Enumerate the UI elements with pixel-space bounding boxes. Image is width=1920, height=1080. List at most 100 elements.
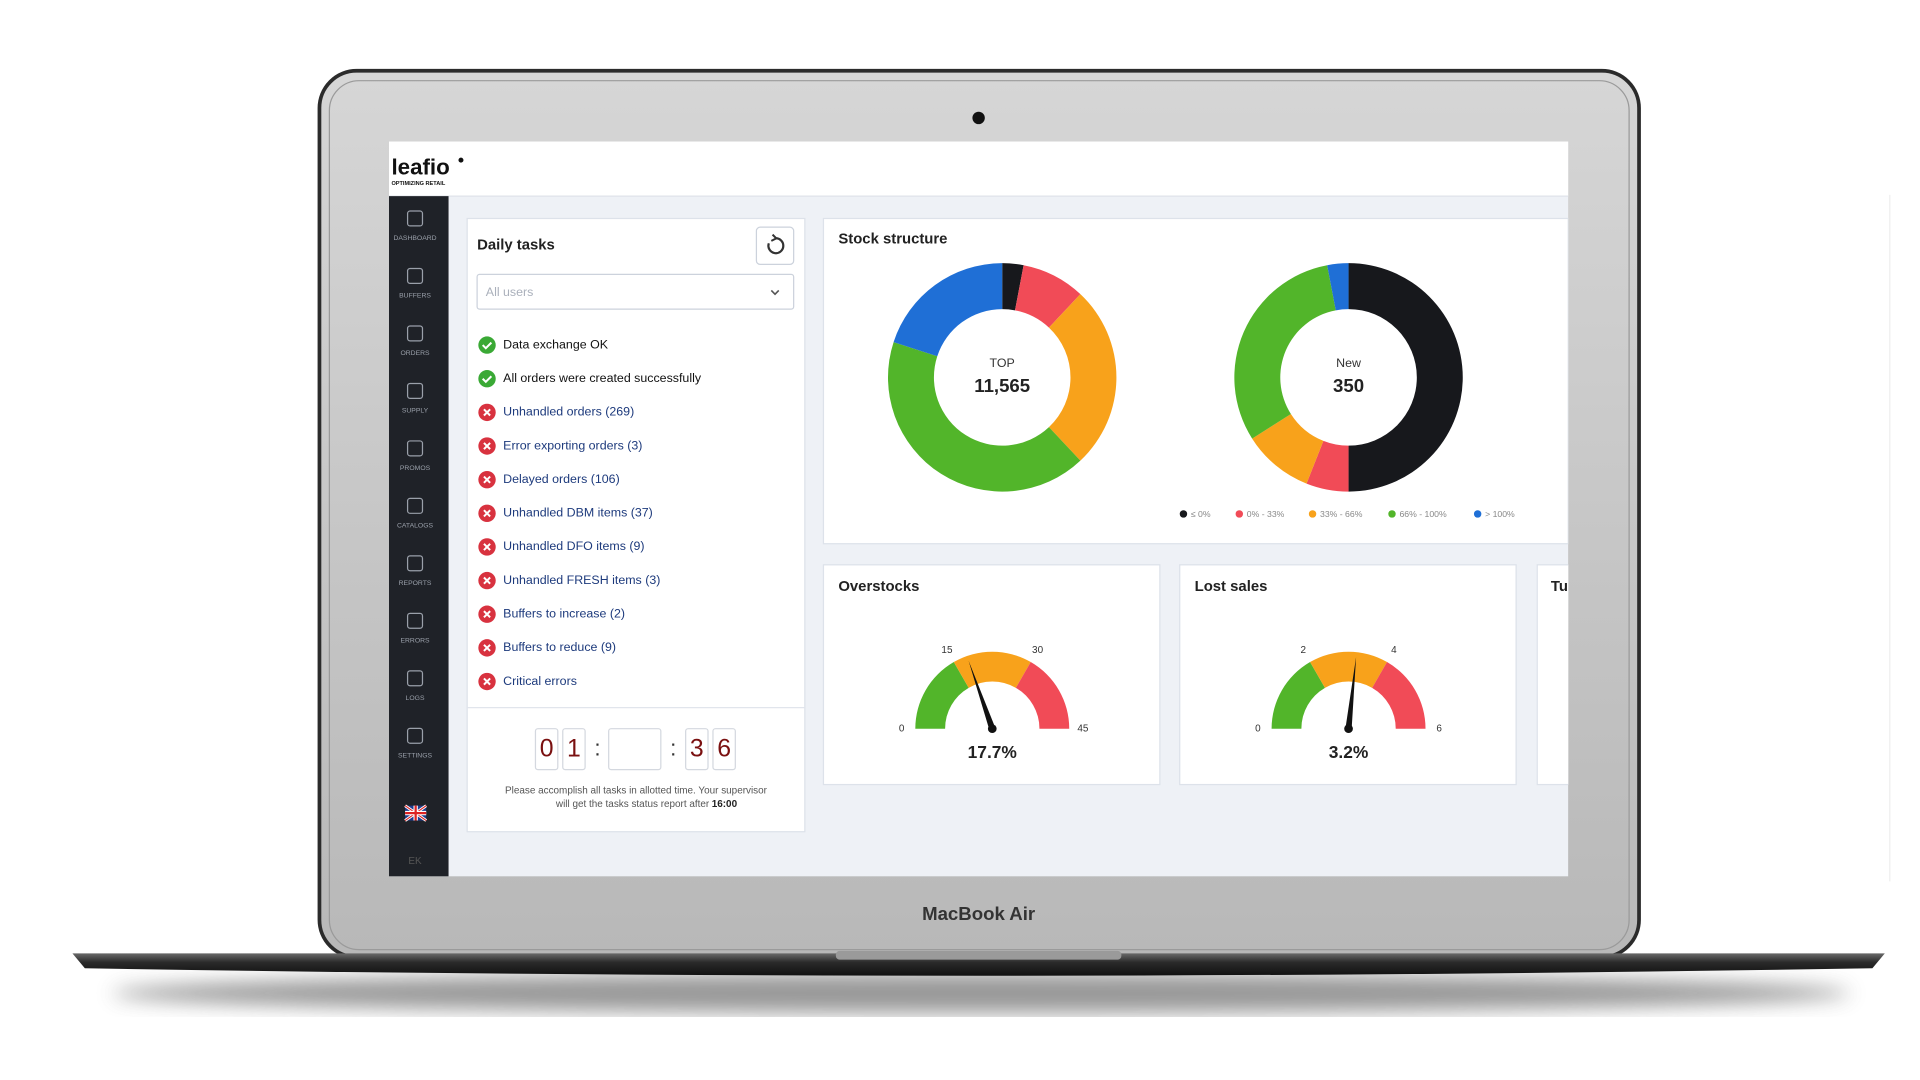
timer-box-hidden (608, 728, 662, 771)
timer-digit: 0 (540, 735, 554, 762)
sidebar-icon (406, 555, 424, 572)
task-text[interactable]: Buffers to increase (2) (503, 607, 625, 621)
legend-label: 33% - 66% (1320, 509, 1363, 519)
task-text[interactable]: Critical errors (503, 674, 577, 688)
sidebar-icon (406, 497, 424, 514)
sidebar-icon (406, 727, 424, 744)
legend-label: ≤ 0% (1191, 509, 1211, 519)
sidebar-label: DASHBOARD (393, 235, 436, 242)
sidebar-label: CATALOGS (397, 523, 434, 530)
status-icon (478, 336, 496, 354)
task-text[interactable]: Buffers to reduce (9) (503, 640, 616, 654)
timer-box (712, 728, 736, 771)
card-title: Overstocks (838, 579, 919, 595)
donut-segment (1348, 263, 1463, 492)
status-glyph (481, 375, 493, 384)
gauge-zone (1372, 662, 1426, 729)
sidebar-label: LOGS (406, 695, 425, 702)
sidebar-icon (406, 267, 424, 285)
gauge-zone (1310, 651, 1388, 688)
legend-dot (1179, 510, 1188, 518)
sidebar-item[interactable]: PROMOS (400, 440, 431, 472)
logo[interactable]: leafio (391, 155, 449, 180)
timer-box (685, 728, 709, 771)
task-text[interactable]: Delayed orders (106) (503, 472, 620, 486)
gauge-tick-label: 0 (1255, 723, 1261, 734)
status-glyph (483, 408, 491, 417)
task-text[interactable]: Unhandled orders (269) (503, 405, 634, 419)
donut-center (940, 315, 1065, 440)
donut-label: New (1336, 356, 1361, 370)
screen: leafio OPTIMIZING RETAIL EK Daily tasks … (388, 141, 1569, 877)
timer-digit: 3 (690, 735, 704, 762)
sidebar-label: PROMOS (400, 465, 431, 472)
sidebar-icon (406, 612, 424, 629)
legend-dot (1235, 510, 1244, 518)
filter-placeholder: All users (486, 285, 534, 299)
flag[interactable] (404, 804, 428, 822)
legend-label: 0% - 33% (1247, 509, 1285, 519)
header (388, 141, 1569, 197)
legend-dot (1388, 510, 1396, 518)
sidebar-item[interactable]: SETTINGS (398, 727, 433, 759)
status-glyph (483, 610, 491, 619)
sidebar-item[interactable]: BUFFERS (399, 267, 431, 300)
needle-hub (1344, 724, 1353, 734)
timer-separator: : (594, 736, 600, 761)
donut-segment (888, 342, 1081, 492)
gauge-tick-label: 4 (1391, 645, 1397, 656)
sidebar-item[interactable]: SUPPLY (402, 382, 429, 415)
sidebar-label: SETTINGS (398, 752, 433, 759)
chevron (770, 289, 780, 296)
status-glyph (483, 509, 491, 518)
status-glyph (483, 576, 491, 585)
task-text[interactable]: Unhandled FRESH items (3) (503, 573, 660, 587)
sidebar-item[interactable]: ERRORS (400, 612, 430, 644)
sidebar-label: BUFFERS (399, 293, 431, 300)
note: Please accomplish all tasks in allotted … (505, 785, 768, 796)
refresh-button[interactable] (755, 226, 795, 266)
sidebar-icon (406, 382, 424, 399)
sidebar-item[interactable]: CATALOGS (397, 497, 434, 530)
sidebar-item[interactable]: ORDERS (400, 325, 430, 357)
partial-card (1536, 564, 1569, 786)
task-text[interactable]: Error exporting orders (3) (503, 438, 642, 452)
task-text: Data exchange OK (503, 337, 609, 351)
user-filter[interactable] (476, 273, 795, 310)
gauge-zone (953, 651, 1031, 688)
sidebar-item[interactable]: LOGS (406, 670, 425, 702)
sidebar-icon (406, 325, 424, 342)
task-text[interactable]: Unhandled DBM items (37) (503, 506, 653, 520)
sidebar-label: ORDERS (400, 350, 430, 357)
donut-segment (1048, 294, 1117, 461)
status-glyph (481, 341, 493, 350)
status-glyph (483, 475, 491, 484)
sidebar-label: REPORTS (399, 580, 432, 587)
legend-dot (1473, 510, 1482, 518)
gauge-zone (1015, 662, 1070, 729)
sidebar-item[interactable]: DASHBOARD (393, 210, 437, 242)
shadow (112, 973, 1851, 1013)
bezel-edge (328, 80, 1630, 951)
card-title: Lost sales (1195, 579, 1268, 595)
gauge-zone (1271, 662, 1325, 729)
sidebar-item[interactable]: REPORTS (399, 555, 432, 587)
donut-segment (1252, 413, 1324, 484)
timer-box (562, 728, 586, 771)
laptop-base (72, 953, 1885, 976)
device-label: MacBook Air (922, 903, 1035, 924)
gauge-needle (968, 660, 996, 730)
gauge-tick-label: 45 (1077, 723, 1089, 734)
needle-hub (987, 724, 997, 734)
gauge-tick-label: 6 (1436, 723, 1442, 734)
donut-segment (1234, 265, 1336, 439)
card-title: Tu (1551, 579, 1568, 595)
task-text: All orders were created successfully (503, 371, 702, 385)
gauge-tick-label: 15 (941, 645, 953, 656)
task-text[interactable]: Unhandled DFO items (9) (503, 539, 644, 553)
donut-segment (893, 263, 1003, 357)
status-glyph (483, 543, 491, 551)
timer-digit: 6 (717, 735, 731, 762)
donut-label: TOP (990, 356, 1015, 370)
sidebar-label: SUPPLY (402, 408, 429, 415)
